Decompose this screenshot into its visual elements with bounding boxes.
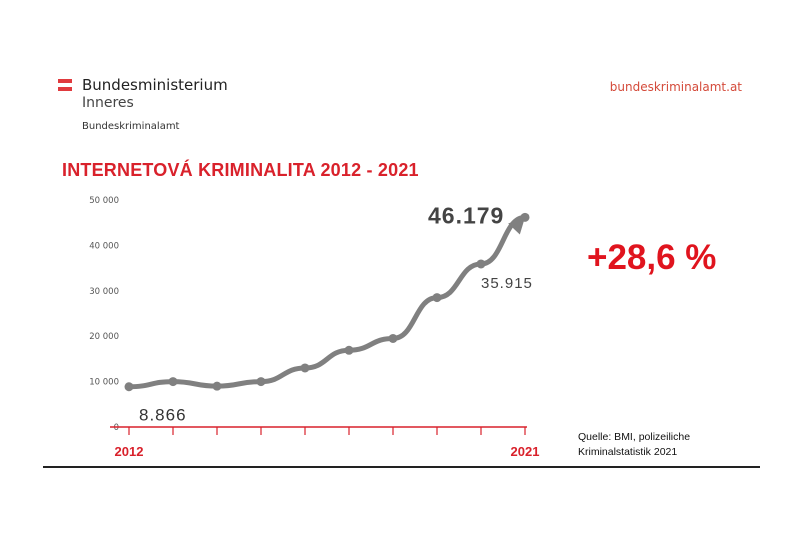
data-point — [212, 381, 222, 391]
series-arrow-head — [508, 217, 525, 235]
data-point — [520, 212, 530, 222]
data-label: 46.179 — [428, 202, 504, 228]
data-point — [476, 259, 486, 269]
logo-flag-top-stripe — [58, 79, 72, 83]
data-label: 35.915 — [481, 275, 533, 292]
data-point — [124, 382, 134, 392]
logo-ministry-name: Bundesministerium — [82, 76, 228, 94]
source-note: Quelle: BMI, polizeiliche Kriminalstatis… — [578, 430, 690, 460]
logo-ministry-sub: Inneres — [82, 95, 134, 111]
source-line-2: Kriminalstatistik 2021 — [578, 446, 678, 458]
y-tick-label: 50 000 — [89, 196, 119, 206]
data-point — [256, 377, 266, 387]
source-line-1: Quelle: BMI, polizeiliche — [578, 431, 691, 443]
data-point — [388, 333, 398, 343]
data-point — [168, 377, 178, 387]
change-percent: +28,6 % — [587, 238, 717, 277]
series-line — [126, 214, 528, 390]
data-label: 8.866 — [139, 406, 187, 425]
chart-title: INTERNETOVÁ KRIMINALITA 2012 - 2021 — [62, 160, 419, 180]
y-tick-label: 0 — [114, 423, 119, 433]
y-tick-label: 40 000 — [89, 241, 119, 251]
x-tick-label: 2021 — [511, 444, 540, 459]
bottom-divider — [43, 466, 760, 468]
data-point — [344, 345, 354, 355]
website-link[interactable]: bundeskriminalamt.at — [609, 80, 742, 94]
department-label: Bundeskriminalamt — [82, 121, 180, 132]
logo-flag-bottom-stripe — [58, 87, 72, 91]
data-point — [432, 293, 442, 303]
y-tick-label: 20 000 — [89, 332, 119, 342]
y-tick-label: 10 000 — [89, 378, 119, 388]
y-tick-label: 30 000 — [89, 287, 119, 297]
x-tick-label: 2012 — [115, 444, 144, 459]
data-point — [300, 363, 310, 373]
